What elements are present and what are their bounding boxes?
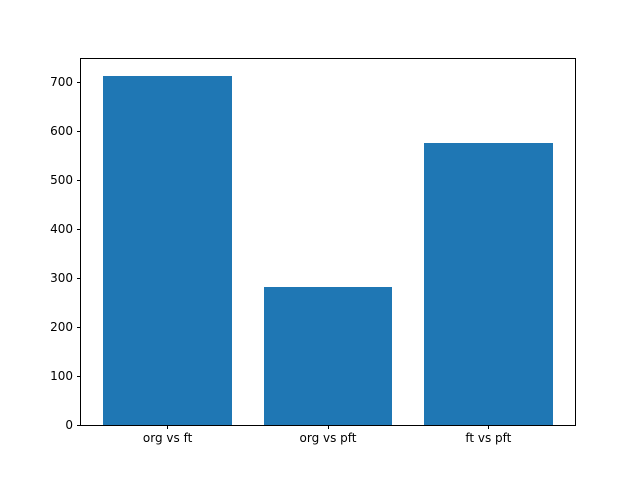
y-axis-tick-mark <box>77 228 81 230</box>
y-axis-tick-label: 500 <box>50 173 73 188</box>
x-axis-tick-label: org vs pft <box>299 431 357 445</box>
y-axis-tick-label: 200 <box>50 320 73 334</box>
bar-ft-vs-pft <box>424 143 553 425</box>
y-axis-tick-mark <box>77 130 81 132</box>
y-axis-tick-mark <box>77 277 81 279</box>
x-axis-tick-label: ft vs pft <box>465 431 512 445</box>
x-axis-tick-mark <box>327 425 329 429</box>
x-axis-tick-label: org vs ft <box>142 431 193 445</box>
y-axis-tick-mark <box>77 179 81 181</box>
y-axis-tick-mark <box>77 81 81 83</box>
y-axis-tick-mark <box>77 326 81 328</box>
plot-area: 0 100 200 300 400 500 600 700 org vs ft org vs pf… <box>50 58 576 445</box>
x-axis-tick-mark <box>487 425 489 429</box>
bar-org-vs-ft <box>103 76 232 425</box>
y-axis-tick-label: 400 <box>50 222 73 237</box>
y-axis-tick-mark <box>77 424 81 426</box>
y-axis-tick-mark <box>77 375 81 377</box>
y-axis-tick-label: 600 <box>50 124 73 139</box>
y-axis-tick-label: 100 <box>50 369 73 383</box>
y-axis-tick-label: 700 <box>50 75 73 90</box>
y-axis-tick-label: 300 <box>50 271 73 285</box>
y-axis-tick-label: 0 <box>65 418 73 432</box>
bar-org-vs-pft <box>263 287 393 425</box>
x-axis-tick-mark <box>167 425 169 429</box>
